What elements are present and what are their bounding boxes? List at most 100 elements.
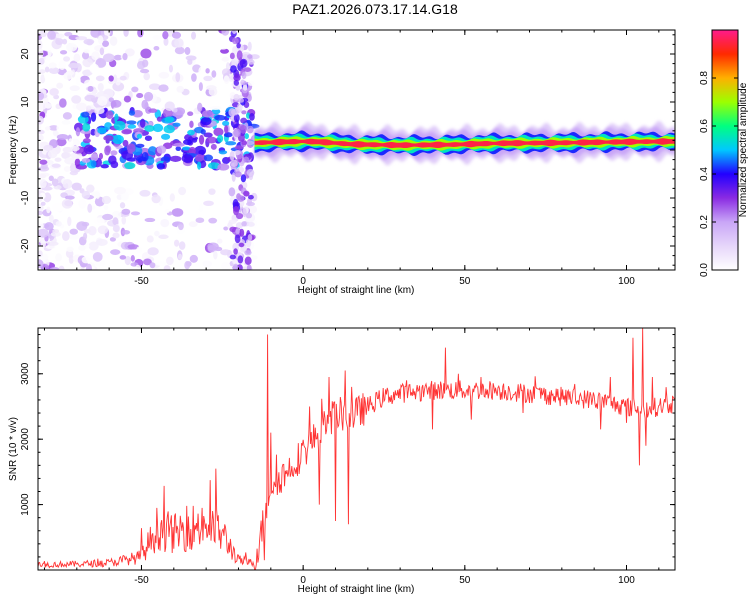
heatmap-noise-cell bbox=[49, 267, 61, 270]
heatmap-noise-cell bbox=[48, 214, 54, 223]
heatmap-noise-cell bbox=[65, 70, 75, 76]
heatmap-noise-cell bbox=[181, 154, 194, 163]
heatmap-noise-cell bbox=[103, 107, 108, 114]
heatmap-noise-cell bbox=[247, 54, 253, 59]
snr-y-ticks: 1000 2000 3000 bbox=[20, 334, 675, 571]
heatmap-noise-cell bbox=[162, 31, 169, 40]
colorbar-tick-label: 0.8 bbox=[699, 71, 710, 85]
heatmap-noise-cell bbox=[231, 30, 237, 35]
heatmap-noise-cell bbox=[242, 84, 248, 91]
colorbar-tick-label: 0.2 bbox=[699, 215, 710, 229]
heatmap-noise-cell bbox=[55, 253, 63, 262]
heatmap-noise-cell bbox=[113, 54, 123, 61]
snr-series-line bbox=[38, 328, 675, 570]
heatmap-noise-cell bbox=[39, 174, 47, 179]
heatmap-noise-cell bbox=[97, 35, 104, 45]
heatmap-noise-cell bbox=[237, 98, 245, 103]
heatmap-noise-cell bbox=[44, 222, 54, 231]
heatmap-noise-cell bbox=[109, 36, 118, 46]
heatmap-noise-cell bbox=[90, 112, 97, 122]
heatmap-noise-cell bbox=[53, 120, 64, 127]
heatmap-noise-cell bbox=[47, 30, 57, 40]
heatmap-noise-cell bbox=[126, 143, 136, 153]
heatmap-noise-cell bbox=[83, 144, 95, 155]
heatmap-noise-cell bbox=[69, 228, 78, 235]
heatmap-noise-cell bbox=[110, 150, 118, 156]
heatmap-noise-cell bbox=[144, 135, 153, 141]
heatmap-noise-cell bbox=[210, 143, 217, 150]
heatmap-noise-cell bbox=[64, 195, 75, 200]
heatmap-noise-cell bbox=[83, 232, 88, 240]
heatmap-noise-cell bbox=[104, 145, 111, 156]
heatmap-noise-cell bbox=[94, 107, 105, 115]
heatmap-noise-cell bbox=[45, 160, 54, 166]
heatmap-noise-cell bbox=[174, 38, 184, 48]
heatmap-noise-cell bbox=[105, 110, 114, 119]
figure-title: PAZ1.2026.073.17.14.G18 bbox=[292, 1, 458, 17]
heatmap-noise-cell bbox=[172, 122, 181, 127]
heatmap-noise-cell bbox=[241, 140, 248, 146]
heatmap-noise-cell bbox=[112, 81, 125, 92]
heatmap-noise-cell bbox=[46, 206, 51, 214]
spectrogram-x-ticks: -50 0 50 100 bbox=[43, 30, 660, 287]
heatmap-noise-cell bbox=[248, 172, 254, 181]
heatmap-noise-cell bbox=[163, 265, 171, 270]
heatmap-noise-cell bbox=[230, 159, 238, 167]
heatmap-noise-cell bbox=[44, 66, 50, 73]
heatmap-noise-cell bbox=[160, 133, 171, 140]
heatmap-noise-cell bbox=[54, 157, 62, 162]
heatmap-noise-cell bbox=[233, 80, 240, 86]
heatmap-noise-cell bbox=[56, 82, 64, 89]
heatmap-noise-cell bbox=[187, 111, 194, 116]
heatmap-noise-cell bbox=[238, 104, 244, 110]
heatmap-noise-cell bbox=[234, 145, 244, 150]
heatmap-noise-cell bbox=[148, 108, 158, 113]
heatmap-noise-cell bbox=[85, 263, 92, 270]
heatmap-noise-cell bbox=[133, 128, 144, 134]
heatmap-noise-cell bbox=[103, 88, 114, 99]
heatmap-noise-cell bbox=[247, 221, 255, 227]
heatmap-noise-cell bbox=[48, 175, 54, 182]
heatmap-noise-cell bbox=[110, 99, 122, 108]
heatmap-noise-cell bbox=[38, 69, 46, 74]
heatmap-noise-cell bbox=[169, 193, 175, 202]
heatmap-noise-cell bbox=[68, 138, 74, 146]
heatmap-noise-cell bbox=[88, 241, 99, 251]
heatmap-noise-cell bbox=[51, 178, 59, 187]
spectrogram-x-tick-label: 50 bbox=[459, 276, 471, 287]
snr-frame bbox=[37, 327, 676, 571]
heatmap-noise-cell bbox=[102, 53, 115, 63]
heatmap-noise-cell bbox=[205, 68, 210, 74]
heatmap-noise-cell bbox=[112, 232, 120, 239]
spectrogram-y-label: Frequency (Hz) bbox=[8, 116, 19, 185]
heatmap-noise-cell bbox=[48, 125, 59, 131]
heatmap-noise-cell bbox=[141, 99, 149, 110]
spectrogram-y-tick-label: 10 bbox=[20, 96, 31, 108]
heatmap-noise-cell bbox=[208, 217, 218, 224]
heatmap-noise-cell bbox=[103, 135, 114, 142]
heatmap-noise-cell bbox=[71, 95, 82, 104]
heatmap-noise-cell bbox=[195, 217, 205, 223]
heatmap-noise-cell bbox=[250, 192, 258, 202]
snr-x-ticks: -50 0 50 100 bbox=[43, 328, 660, 586]
heatmap-noise-cell bbox=[217, 238, 223, 244]
heatmap-noise-cell bbox=[203, 132, 213, 138]
heatmap-noise-cell bbox=[175, 72, 181, 83]
heatmap-noise-cell bbox=[97, 96, 108, 107]
heatmap-noise-cell bbox=[121, 216, 127, 225]
snr-y-tick-label: 2000 bbox=[20, 428, 31, 451]
heatmap-noise-cell bbox=[244, 133, 249, 140]
heatmap-noise-cell bbox=[185, 55, 197, 61]
heatmap-noise-cell bbox=[234, 149, 241, 156]
colorbar: 0.0 0.2 0.4 0.6 0.8 Normalized spectral ampl… bbox=[699, 29, 749, 277]
heatmap-noise-cell bbox=[136, 246, 142, 254]
heatmap-noise-cell bbox=[112, 134, 124, 145]
heatmap-noise-cell bbox=[58, 60, 66, 70]
heatmap-noise-cell bbox=[45, 130, 53, 141]
heatmap-noise-cell bbox=[113, 74, 118, 83]
heatmap-noise-cell bbox=[246, 125, 254, 134]
heatmap-noise-cell bbox=[225, 141, 237, 146]
heatmap-noise-cell bbox=[112, 217, 119, 226]
heatmap-noise-cell bbox=[102, 213, 114, 221]
